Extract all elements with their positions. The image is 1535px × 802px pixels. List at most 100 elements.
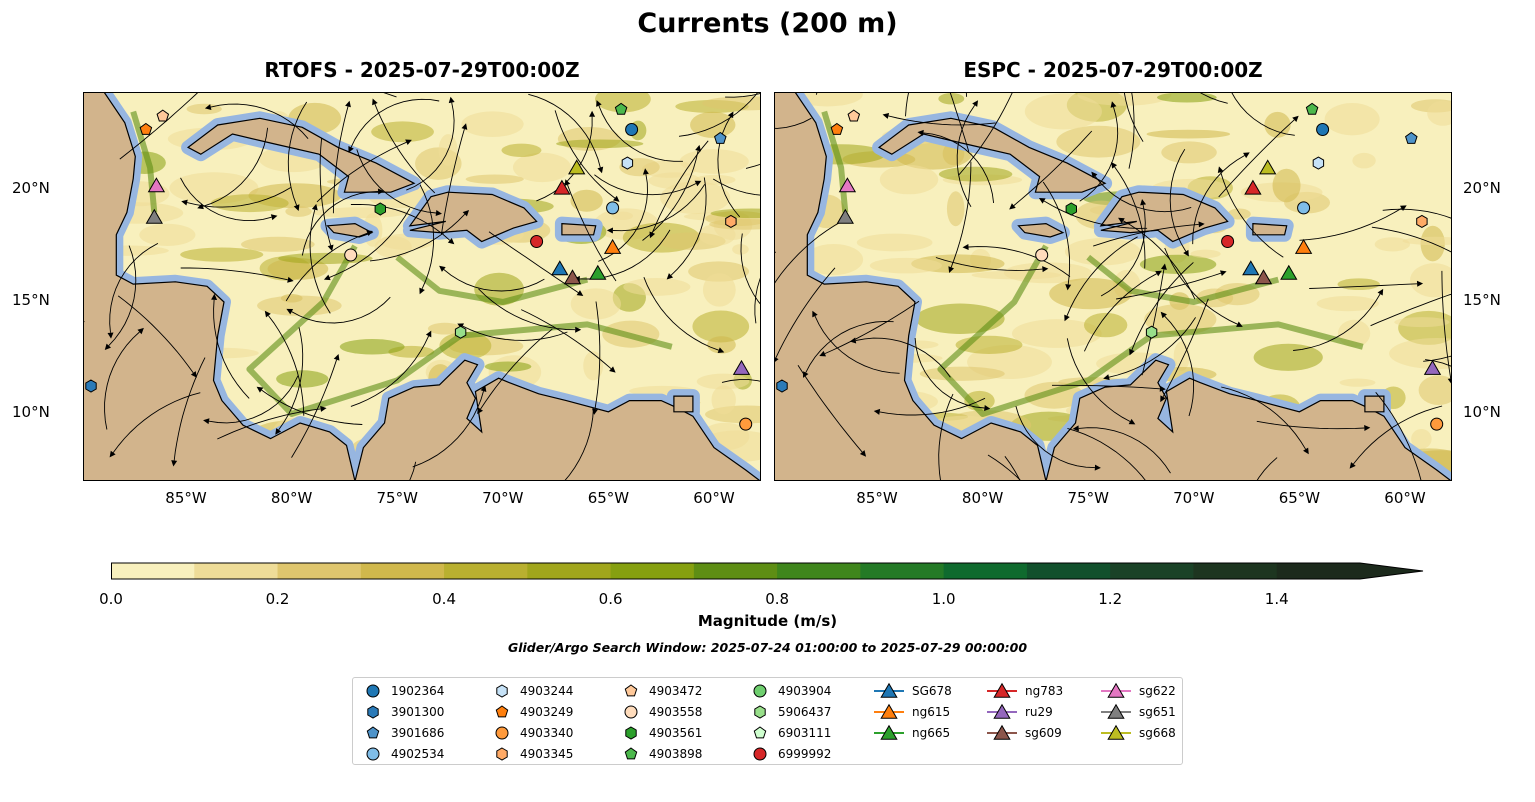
glider-sg668[interactable] [1259, 159, 1277, 175]
argo-float-3901686[interactable] [714, 131, 727, 144]
streamline-arrow [1243, 152, 1250, 159]
argo-float-4903561[interactable] [1065, 202, 1077, 216]
magnitude-patch [139, 223, 196, 246]
lat-tick-label: 15°N [12, 290, 50, 309]
glider-ng783[interactable] [553, 179, 571, 195]
glider-sg651[interactable] [836, 208, 854, 224]
streamline [643, 277, 719, 351]
magnitude-patch [595, 93, 651, 113]
streamline-arrow [1303, 447, 1309, 455]
streamline-arrow [190, 371, 197, 378]
streamline-arrow [596, 100, 602, 107]
magnitude-patch [648, 172, 701, 189]
streamline [1218, 119, 1295, 198]
streamline-arrow [1447, 377, 1451, 385]
argo-float-5906437[interactable] [1145, 325, 1158, 339]
lon-tick-label: 70°W [1173, 489, 1215, 507]
magnitude-patch [285, 205, 312, 217]
argo-float-4903249[interactable] [830, 122, 844, 135]
streamline-arrow [256, 386, 264, 393]
glider-ng615[interactable] [603, 238, 622, 254]
argo-float-4902534[interactable] [606, 201, 620, 215]
streamline-arrow [1349, 462, 1356, 469]
streamline [350, 98, 440, 148]
streamline-arrow [286, 308, 294, 315]
legend-label: 1902364 [391, 683, 445, 698]
argo-float-4903244[interactable] [1312, 156, 1325, 170]
argo-float-4903340[interactable] [1430, 417, 1444, 431]
glider-sg651[interactable] [145, 208, 163, 224]
magnitude-patch [688, 261, 750, 282]
streamline-arrow [1364, 425, 1371, 431]
streamline-arrow [320, 405, 327, 412]
streamline [949, 93, 970, 152]
streamline [287, 101, 308, 206]
argo-float-4903898[interactable] [1305, 102, 1319, 115]
argo-float-3901300[interactable] [776, 379, 788, 393]
land-trin [1364, 395, 1385, 413]
argo-float-4903249[interactable] [139, 122, 153, 135]
glider-ng665[interactable] [589, 264, 607, 280]
streamline [670, 177, 707, 276]
argo-float-6999992[interactable] [530, 235, 544, 248]
legend-item-SG678: SG678 [874, 680, 952, 701]
legend-item-ru29: ru29 [987, 701, 1053, 722]
argo-float-5906437[interactable] [454, 325, 467, 339]
glider-SG678[interactable] [551, 260, 569, 276]
streamline [1078, 427, 1171, 474]
argo-float-3901300[interactable] [85, 379, 97, 393]
argo-float-4903558[interactable] [344, 248, 358, 262]
streamline [1200, 93, 1228, 104]
glider-sg622[interactable] [147, 177, 166, 193]
argo-float-4903345[interactable] [725, 214, 737, 228]
glider-ng783[interactable] [1244, 179, 1262, 195]
magnitude-patch [1064, 238, 1141, 266]
streamline [316, 141, 407, 203]
argo-float-3901686[interactable] [1405, 131, 1418, 144]
argo-float-4903345[interactable] [1416, 214, 1428, 228]
streamline [824, 300, 920, 355]
streamline-arrow [1065, 284, 1072, 291]
streamline [108, 245, 137, 346]
argo-float-6999992[interactable] [1221, 235, 1235, 248]
streamline [409, 461, 417, 480]
argo-float-4903472[interactable] [156, 109, 170, 122]
glider-sg609[interactable] [1254, 269, 1273, 285]
glider-ng665[interactable] [1280, 264, 1298, 280]
argo-float-4903558[interactable] [1035, 248, 1049, 262]
argo-float-4903472[interactable] [847, 109, 861, 122]
glider-SG678[interactable] [1242, 260, 1260, 276]
streamline [1164, 315, 1195, 417]
glider-ng615[interactable] [1294, 238, 1313, 254]
glider-sg668[interactable] [568, 159, 586, 175]
argo-float-1902364[interactable] [1316, 123, 1330, 136]
argo-float-4903561[interactable] [374, 202, 386, 216]
colorbar-tick-label: 0.8 [765, 590, 790, 608]
legend-item-4902534: 4902534 [363, 743, 444, 764]
streamline-arrow [1094, 464, 1101, 471]
colorbar-segment [777, 563, 861, 579]
argo-float-4903898[interactable] [614, 102, 628, 115]
glider-sg609[interactable] [563, 269, 582, 285]
magnitude-patch [556, 139, 644, 149]
streamline-arrow [1072, 425, 1079, 432]
triangle-icon [1101, 682, 1131, 698]
glider-ru29[interactable] [1423, 359, 1442, 375]
magnitude-patch [1410, 263, 1451, 298]
argo-float-4903244[interactable] [621, 156, 634, 170]
streamline-arrow [606, 227, 613, 234]
argo-float-4903340[interactable] [739, 417, 753, 431]
glider-sg622[interactable] [838, 177, 857, 193]
streamline-arrow [1217, 166, 1224, 173]
circle-icon [495, 726, 509, 739]
land-pr [561, 222, 597, 236]
land-cuba [186, 117, 416, 193]
streamline-arrow [1292, 115, 1299, 122]
streamline [1425, 359, 1451, 367]
glider-ru29[interactable] [732, 359, 751, 375]
streamline [1441, 270, 1451, 379]
magnitude-patch [702, 273, 736, 307]
argo-float-4902534[interactable] [1297, 201, 1311, 215]
argo-float-1902364[interactable] [625, 123, 639, 136]
streamline [350, 335, 430, 407]
